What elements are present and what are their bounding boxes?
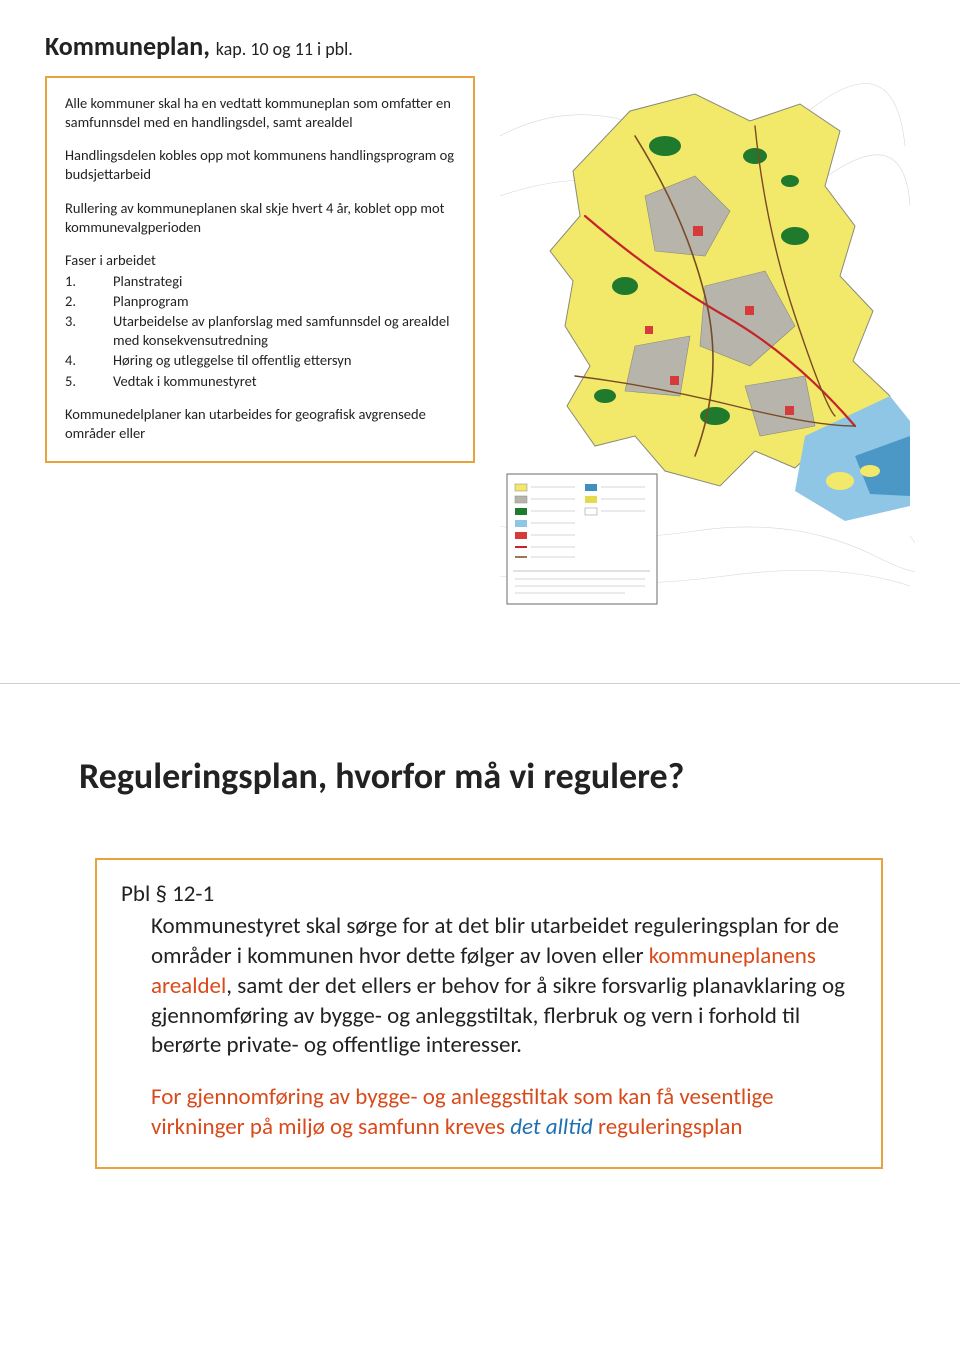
pbl-para2-blue: det alltid — [510, 1113, 593, 1141]
para-2: Handlingsdelen kobles opp mot kommunens … — [65, 146, 455, 184]
para-3: Rullering av kommuneplanen skal skje hve… — [65, 199, 455, 237]
slide1-title: Kommuneplan, kap. 10 og 11 i pbl. — [45, 30, 915, 62]
pbl-para2-post: reguleringsplan — [593, 1113, 743, 1141]
slide-kommuneplan: Kommuneplan, kap. 10 og 11 i pbl. Alle k… — [0, 0, 960, 683]
faser-heading: Faser i arbeidet — [65, 251, 455, 270]
para-1: Alle kommuner skal ha en vedtatt kommune… — [65, 94, 455, 132]
slide1-columns: Alle kommuner skal ha en vedtatt kommune… — [45, 76, 915, 616]
faser-item: Planstrategi — [65, 272, 455, 291]
slide2-title: Reguleringsplan, hvorfor må vi regulere? — [79, 754, 915, 798]
slide-reguleringsplan: Reguleringsplan, hvorfor må vi regulere?… — [0, 683, 960, 1367]
pbl-para-1: Kommunestyret skal sørge for at det blir… — [121, 912, 857, 1061]
title-main: Kommuneplan, — [45, 30, 210, 62]
faser-item: Høring og utleggelse til offentlig etter… — [65, 351, 455, 370]
pbl-box: Pbl § 12-1 Kommunestyret skal sørge for … — [95, 858, 883, 1169]
faser-item: Utarbeidelse av planforslag med samfunns… — [65, 312, 455, 350]
title-sub: kap. 10 og 11 i pbl. — [216, 38, 353, 60]
pbl-heading: Pbl § 12-1 — [121, 880, 857, 910]
zoning-map — [495, 76, 915, 616]
faser-list: Planstrategi Planprogram Utarbeidelse av… — [65, 272, 455, 391]
faser-item: Planprogram — [65, 292, 455, 311]
footnote: Kommunedelplaner kan utarbeides for geog… — [65, 405, 455, 443]
kommuneplan-text-box: Alle kommuner skal ha en vedtatt kommune… — [45, 76, 475, 463]
pbl-para-2: For gjennomføring av bygge- og anleggsti… — [121, 1083, 857, 1143]
pbl-para1-post: , samt der det ellers er behov for å sik… — [151, 972, 845, 1060]
faser-item: Vedtak i kommunestyret — [65, 372, 455, 391]
map-legend — [507, 474, 657, 604]
map-container — [495, 76, 915, 616]
